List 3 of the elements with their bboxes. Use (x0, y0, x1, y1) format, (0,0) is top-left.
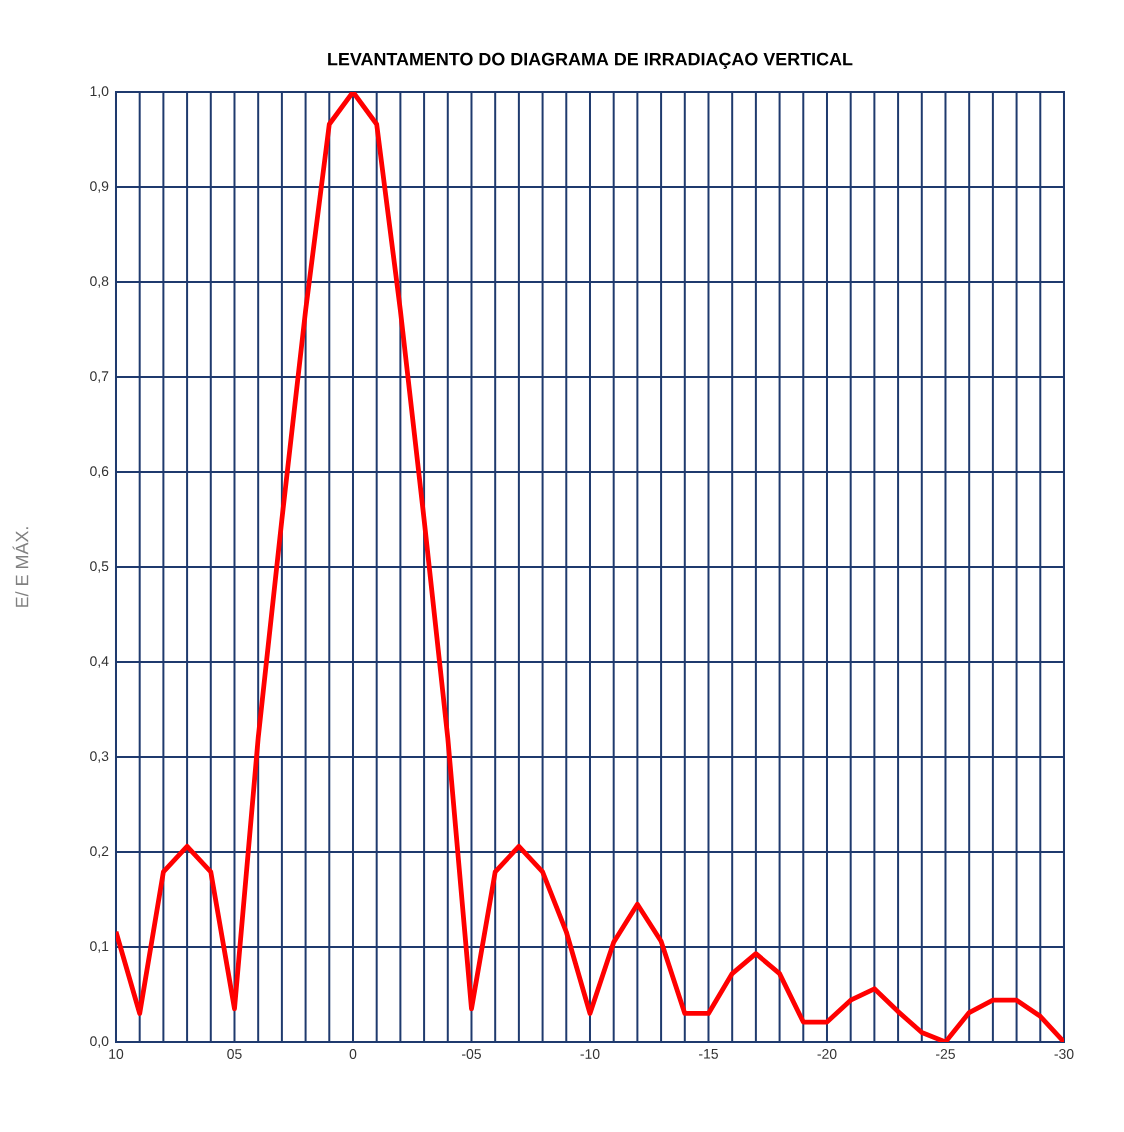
chart-title: LEVANTAMENTO DO DIAGRAMA DE IRRADIAÇAO VERTICAL (328, 52, 853, 69)
y-axis-title: E/ E MÁX. (12, 527, 29, 607)
line-series (115, 91, 1064, 1042)
